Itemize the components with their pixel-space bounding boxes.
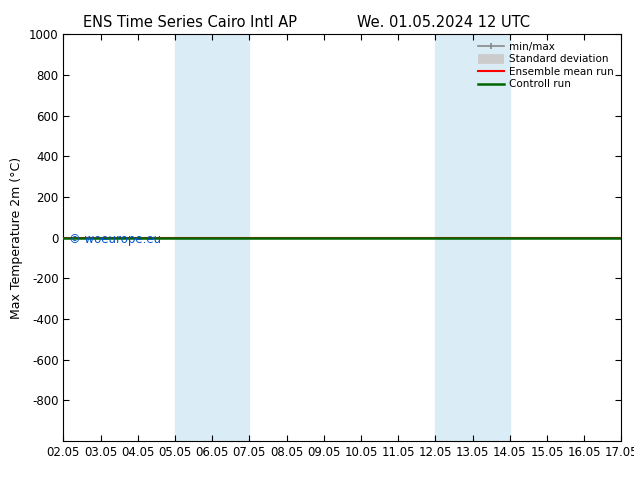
Bar <box>175 34 249 441</box>
Text: ENS Time Series Cairo Intl AP: ENS Time Series Cairo Intl AP <box>83 15 297 30</box>
Text: © woeurope.eu: © woeurope.eu <box>69 233 161 246</box>
Text: We. 01.05.2024 12 UTC: We. 01.05.2024 12 UTC <box>358 15 530 30</box>
Legend: min/max, Standard deviation, Ensemble mean run, Controll run: min/max, Standard deviation, Ensemble me… <box>476 40 616 92</box>
Y-axis label: Max Temperature 2m (°C): Max Temperature 2m (°C) <box>10 157 23 318</box>
Bar <box>436 34 510 441</box>
